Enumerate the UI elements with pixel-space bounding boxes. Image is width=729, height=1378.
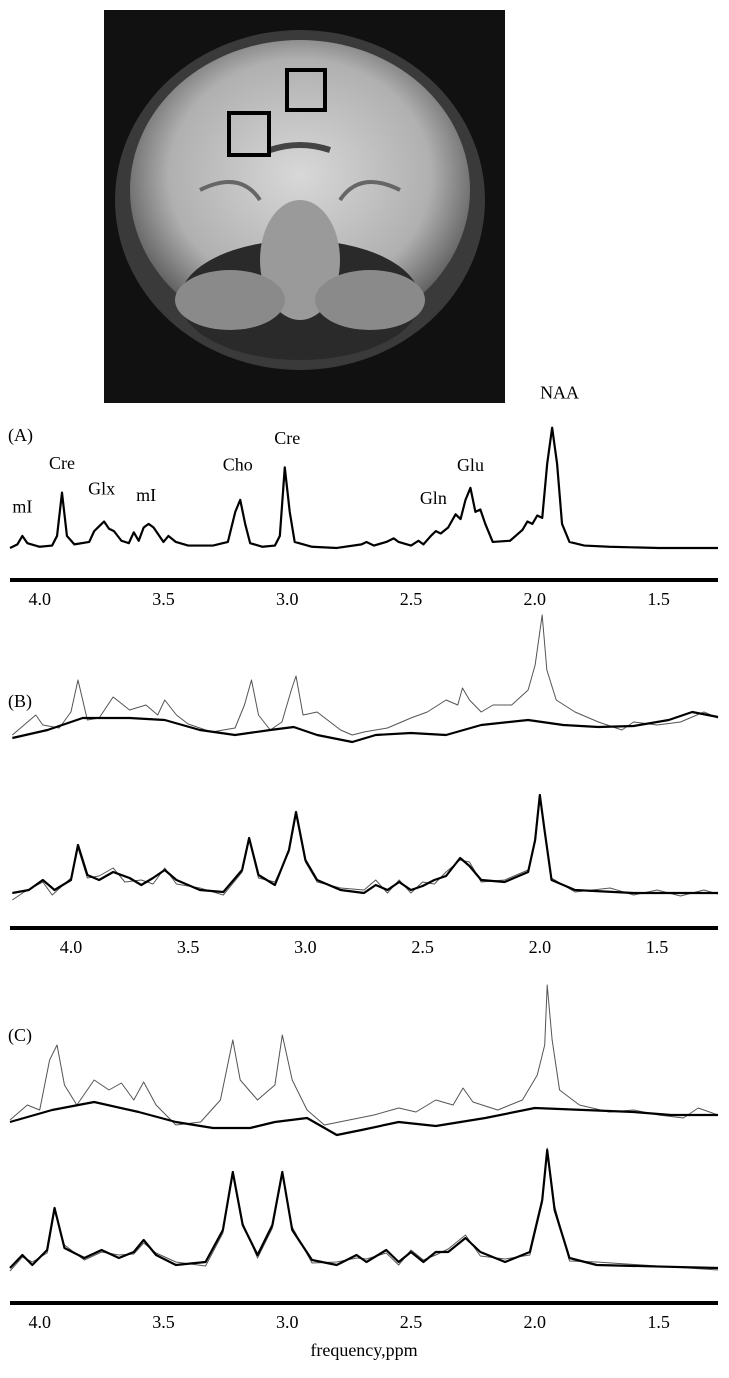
spectrum-line: [9, 984, 719, 1126]
x-tick-label: 3.5: [152, 1312, 175, 1332]
spectrum-line: [9, 1100, 718, 1137]
voxel-box: [227, 111, 271, 157]
x-tick-label: 4.0: [60, 937, 83, 957]
x-tick-label: 2.0: [524, 589, 547, 609]
peak-label: Cre: [49, 453, 75, 473]
x-tick-label: 1.5: [647, 589, 670, 609]
spectrum-line: [9, 1147, 719, 1272]
panel-label: (B): [8, 691, 32, 712]
spectrum-line: [12, 710, 719, 744]
panel-label: (C): [8, 1025, 32, 1046]
mri-image: [104, 10, 505, 403]
peak-label: mI: [12, 496, 32, 516]
x-tick-label: 3.0: [294, 937, 317, 957]
spectrum-line: [9, 1148, 719, 1270]
x-tick-label: 2.5: [400, 1312, 423, 1332]
spectrum-line: [12, 796, 719, 901]
peak-label: Glu: [457, 455, 484, 475]
x-axis-label: frequency,ppm: [310, 1340, 417, 1360]
x-tick-label: 1.5: [646, 937, 669, 957]
x-tick-label: 2.5: [400, 589, 423, 609]
peak-label: Glx: [88, 478, 115, 498]
x-tick-label: 4.0: [28, 589, 51, 609]
panel-label: (A): [8, 425, 33, 446]
x-tick-label: 3.0: [276, 589, 299, 609]
x-tick-label: 3.5: [152, 589, 175, 609]
voxel-box: [285, 68, 327, 112]
x-tick-label: 2.0: [524, 1312, 547, 1332]
peak-label: NAA: [540, 383, 579, 403]
x-tick-label: 4.0: [28, 1312, 51, 1332]
peak-label: Cho: [223, 454, 253, 474]
x-tick-label: 1.5: [647, 1312, 670, 1332]
spectrum-line: [12, 793, 718, 895]
peak-label: mI: [136, 485, 156, 505]
peak-label: Gln: [420, 488, 447, 508]
spectrum-line: [9, 426, 718, 550]
peak-label: Cre: [274, 428, 300, 448]
x-tick-label: 3.0: [276, 1312, 299, 1332]
x-tick-label: 3.5: [177, 937, 200, 957]
x-tick-label: 2.0: [529, 937, 552, 957]
x-tick-label: 2.5: [411, 937, 434, 957]
spectrum-line: [12, 614, 719, 736]
